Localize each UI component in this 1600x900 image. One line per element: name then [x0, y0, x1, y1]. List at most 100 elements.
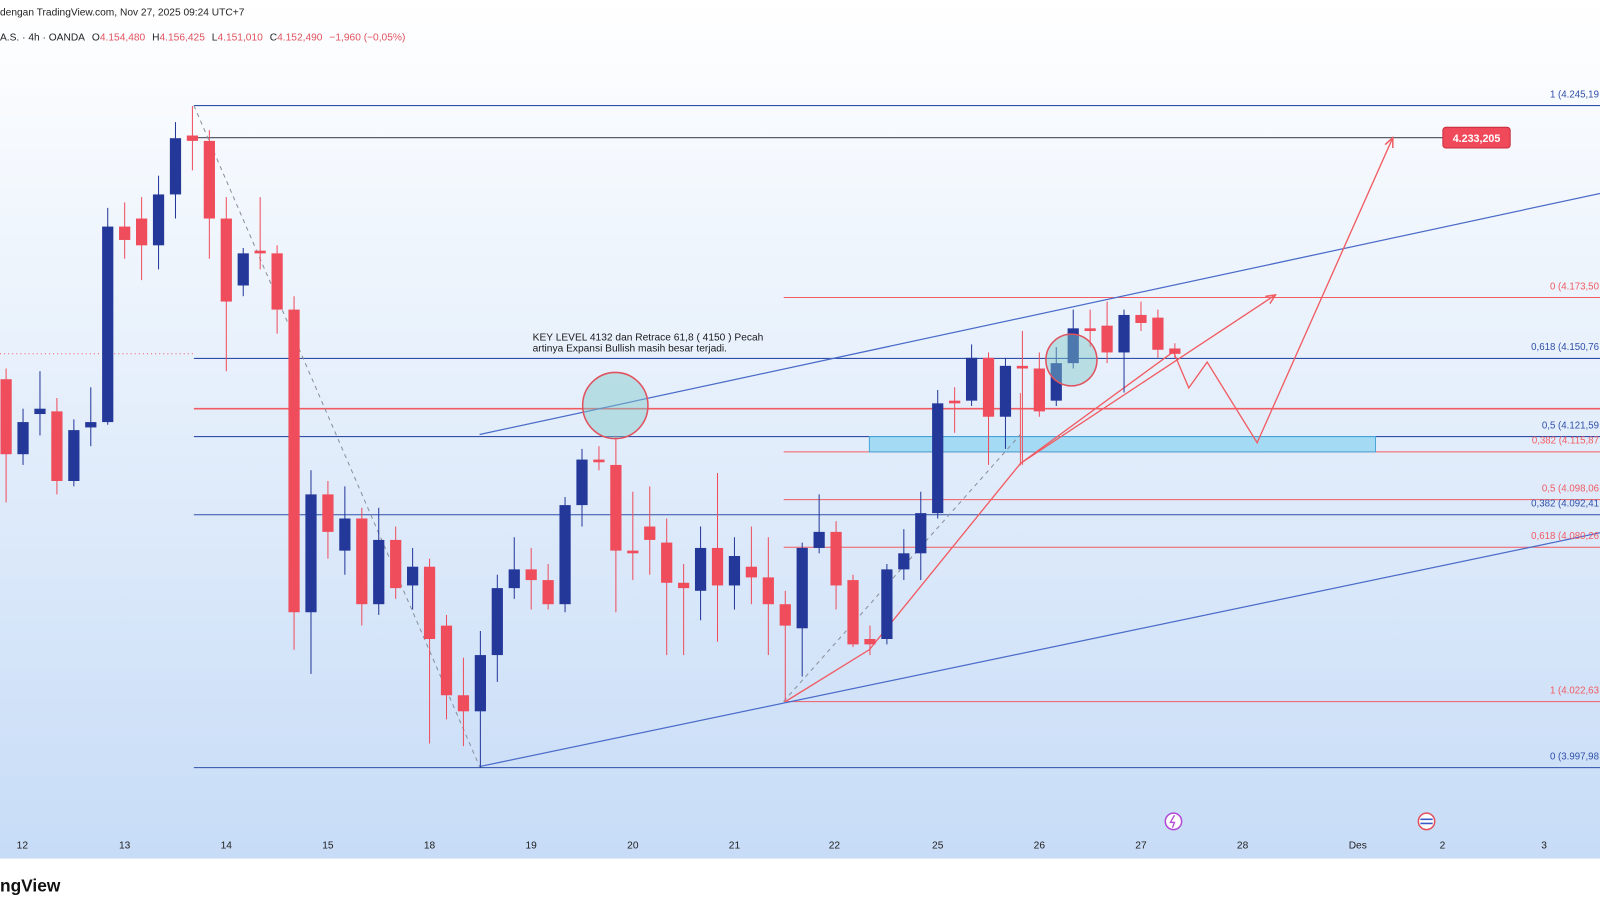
ohlc-label: H	[152, 32, 159, 43]
candle-body	[542, 580, 554, 605]
header-source: dengan TradingView.com, Nov 27, 2025 09:…	[0, 7, 245, 18]
x-tick-label: 12	[17, 840, 29, 851]
candle-body	[830, 531, 842, 586]
candle-body	[915, 513, 927, 554]
candle-body	[152, 194, 165, 246]
fib-label: 0,5 (4.098,06	[1542, 483, 1599, 494]
candle-body	[288, 309, 300, 613]
candle-body	[135, 218, 148, 246]
x-tick-label: 27	[1135, 840, 1147, 851]
fib-diagonal	[783, 434, 1021, 702]
ohlc-value: 4.152,490	[277, 32, 323, 43]
fib-label: 0,5 (4.121,59	[1542, 420, 1599, 431]
candle-body	[457, 695, 470, 712]
candle-body	[779, 604, 791, 626]
annotation-line: artinya Expansi Bullish masih besar terj…	[533, 344, 727, 355]
ohlc-value: 4.151,010	[217, 32, 263, 43]
candle-body	[796, 547, 808, 629]
event-icon-glyph	[1169, 814, 1176, 828]
candle-body	[237, 253, 249, 286]
candle-body	[576, 459, 588, 506]
candle-body	[593, 459, 605, 463]
projection-path	[1172, 138, 1392, 445]
candle-body	[949, 400, 961, 404]
trend-line	[785, 351, 1174, 702]
target-label: 4.233,205	[1453, 133, 1501, 145]
candle-body	[119, 226, 131, 240]
candle-body	[186, 135, 199, 141]
x-tick-label: 13	[119, 840, 131, 851]
candle-body	[356, 518, 368, 605]
fib-label: 0,618 (4.080,26	[1531, 531, 1599, 542]
highlight-circle	[581, 371, 649, 440]
candle-body	[711, 547, 724, 586]
candle-body	[1152, 317, 1164, 350]
candle-body	[407, 566, 419, 586]
candle-body	[373, 539, 385, 605]
candle-body	[1067, 328, 1079, 364]
candle-body	[1050, 363, 1062, 401]
candle-body	[1169, 348, 1181, 354]
candle-body	[813, 531, 825, 548]
candle-body	[1084, 328, 1096, 332]
candle-body	[474, 655, 486, 712]
x-tick-label: 18	[424, 840, 436, 851]
candle-body	[17, 422, 29, 455]
event-icon[interactable]	[1164, 812, 1183, 831]
candle-body	[68, 430, 80, 481]
projection-arrow	[1020, 295, 1275, 465]
x-tick-label: 26	[1034, 840, 1046, 851]
candle-body	[51, 411, 63, 481]
candle-body	[1016, 365, 1029, 369]
candle-body	[390, 539, 402, 589]
event-icon[interactable]	[1417, 812, 1436, 831]
candle-body	[881, 569, 893, 640]
candle-body	[728, 555, 741, 586]
candle-body	[508, 569, 520, 589]
x-tick-label: 2	[1440, 840, 1446, 851]
candle-body	[898, 553, 910, 570]
annotation-line: KEY LEVEL 4132 dan Retrace 61,8 ( 4150 )…	[533, 332, 764, 343]
plot-background	[0, 0, 1600, 859]
x-tick-label: 28	[1237, 840, 1249, 851]
target-tag	[1442, 126, 1511, 149]
ohlc-label: L	[212, 32, 218, 43]
candle-body	[34, 408, 46, 415]
candle-body	[610, 464, 622, 551]
candle-body	[627, 550, 639, 554]
candle-body	[864, 639, 876, 645]
fib-label: 0,618 (4.150,76	[1531, 342, 1599, 353]
candle-body	[440, 625, 453, 696]
x-tick-label: 20	[627, 840, 639, 851]
symbol: A.S. · 4h · OANDA	[0, 32, 85, 43]
candle-body	[559, 505, 571, 605]
candle-body	[102, 226, 114, 423]
fib-label: 0 (3.997,98	[1550, 751, 1599, 762]
x-tick-label: Des	[1349, 840, 1367, 851]
candle-body	[491, 588, 503, 656]
x-tick-label: 3	[1541, 840, 1547, 851]
candle-body	[1101, 325, 1113, 353]
ohlc-label: C	[270, 32, 278, 43]
candle-body	[305, 494, 317, 613]
fib-label: 0,382 (4.115,87	[1532, 436, 1599, 447]
candle-body	[1118, 314, 1130, 353]
candle-body	[982, 357, 995, 417]
event-icon-glyph	[1420, 818, 1433, 825]
candle-body	[254, 250, 266, 254]
candle-body	[1033, 368, 1045, 412]
x-tick-label: 22	[829, 840, 841, 851]
x-tick-label: 21	[729, 840, 741, 851]
channel-upper	[479, 192, 1600, 436]
candle-body	[220, 218, 232, 302]
candle-body	[694, 547, 707, 591]
candle-body	[85, 422, 97, 428]
header-symbol-line: A.S. · 4h · OANDA O4.154,480 H4.156,425 …	[0, 32, 405, 43]
footer-bar	[0, 858, 1600, 900]
candle-body	[847, 580, 859, 645]
candle-body	[965, 357, 978, 401]
candle-body	[745, 566, 757, 578]
x-tick-label: 14	[221, 840, 233, 851]
candle-body	[525, 569, 537, 581]
